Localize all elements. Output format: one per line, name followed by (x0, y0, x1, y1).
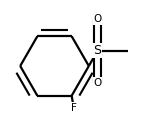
Text: S: S (93, 44, 101, 57)
Text: O: O (93, 77, 102, 88)
Text: F: F (71, 103, 77, 113)
Text: O: O (93, 14, 102, 24)
